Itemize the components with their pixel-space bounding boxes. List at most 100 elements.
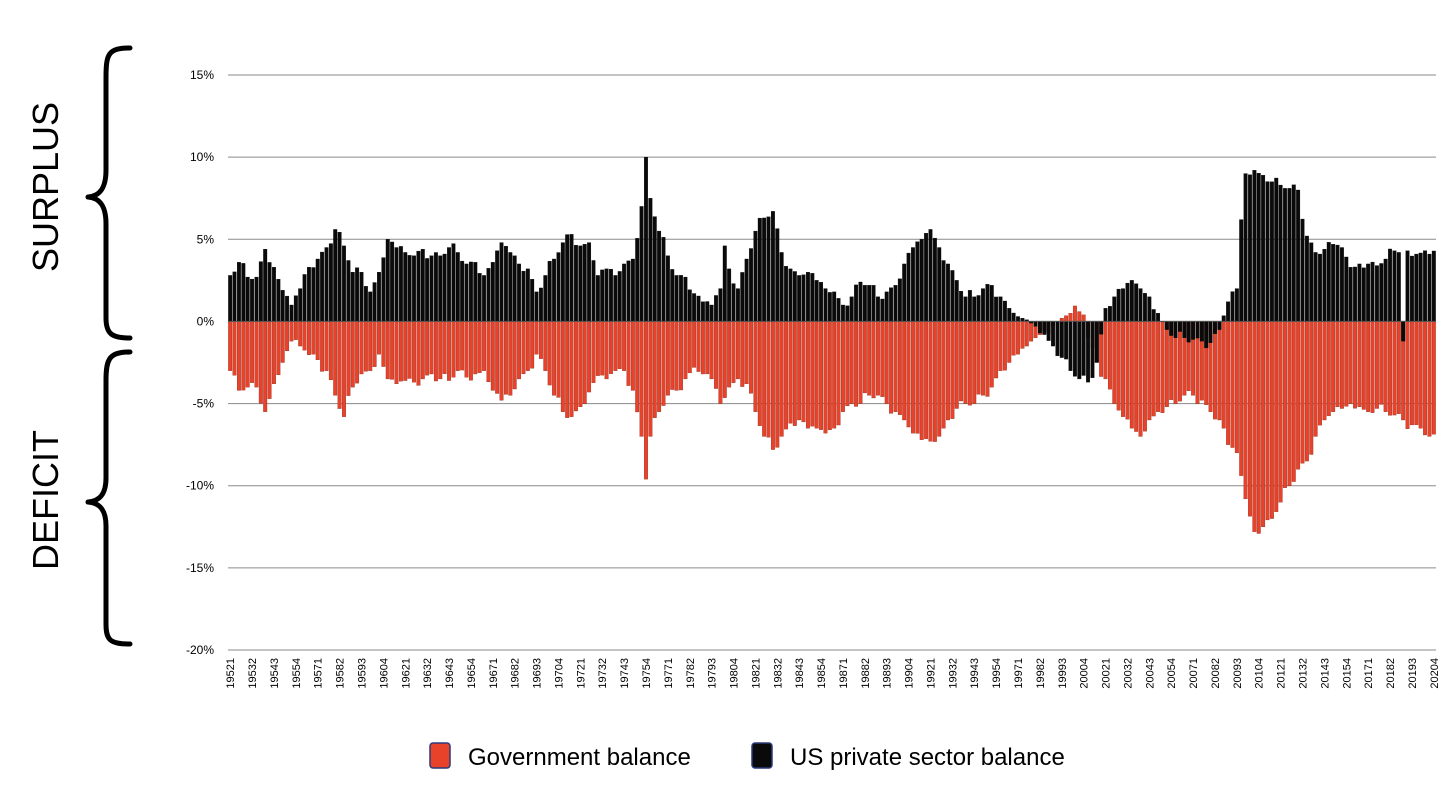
government-balance-bar: [674, 321, 679, 391]
private-balance-bar: [1116, 288, 1121, 322]
government-balance-bar: [779, 321, 784, 437]
government-balance-bar: [276, 321, 281, 376]
private-balance-bar: [425, 258, 430, 322]
government-balance-bar: [530, 321, 535, 369]
private-balance-bar: [539, 287, 543, 322]
government-balance-bar: [757, 321, 762, 426]
government-balance-bar: [438, 321, 443, 380]
government-balance-bar: [337, 321, 342, 409]
private-balance-bar: [1125, 282, 1130, 322]
private-balance-bar: [766, 216, 771, 322]
government-balance-bar: [1405, 321, 1410, 429]
x-tick-label: 19571: [313, 658, 325, 689]
government-balance-bar: [254, 321, 259, 388]
government-balance-bar: [1029, 321, 1034, 342]
x-tick-label: 19554: [291, 658, 303, 689]
government-balance-bar: [692, 321, 697, 368]
government-balance-bar: [477, 321, 482, 373]
private-balance-bar: [919, 239, 924, 322]
government-balance-bar: [1374, 321, 1379, 409]
government-balance-bar: [468, 321, 473, 381]
private-balance-bar: [994, 296, 999, 322]
private-balance-bar: [718, 288, 723, 322]
private-balance-bar: [503, 246, 508, 322]
private-balance-bar: [1388, 248, 1392, 322]
government-balance-bar: [858, 321, 863, 404]
private-balance-bar: [521, 270, 526, 322]
y-tick-label: -15%: [186, 561, 214, 575]
private-balance-bar: [412, 255, 416, 322]
government-balance-bar: [1116, 321, 1121, 411]
government-balance-bar: [552, 321, 557, 396]
private-balance-bar: [1256, 173, 1261, 322]
private-balance-bar: [1090, 321, 1095, 378]
private-balance-bar: [1007, 308, 1012, 322]
x-tick-label: 20021: [1101, 658, 1113, 689]
x-tick-label: 19682: [510, 658, 522, 689]
government-balance-bar: [377, 321, 381, 355]
private-balance-bar: [1112, 296, 1117, 322]
government-balance-bar: [1269, 321, 1274, 519]
private-balance-bar: [381, 257, 386, 322]
private-balance-bar: [832, 291, 837, 322]
private-balance-bar: [451, 243, 456, 322]
government-balance-bar: [1353, 321, 1357, 409]
deficit-label: DEFICIT: [25, 430, 66, 570]
government-balance-bar: [679, 321, 683, 391]
private-balance-bar: [1300, 218, 1305, 322]
private-balance-bar: [311, 267, 316, 322]
government-balance-bar: [604, 321, 609, 380]
private-balance-bar: [1248, 174, 1252, 322]
x-tick-label: 20154: [1341, 658, 1353, 689]
private-balance-bar: [1011, 312, 1016, 322]
private-balance-bar: [302, 274, 307, 322]
private-balance-bar: [263, 248, 268, 322]
x-tick-label: 19921: [926, 658, 938, 689]
private-balance-bar: [906, 252, 911, 322]
private-balance-bar: [1401, 321, 1406, 342]
private-balance-bar: [1326, 242, 1331, 322]
private-balance-bar: [644, 156, 648, 322]
private-balance-bar: [797, 275, 802, 322]
private-balance-bar: [845, 305, 850, 322]
private-balance-bar: [1094, 321, 1099, 363]
private-balance-bar: [792, 271, 797, 322]
private-balance-bar: [429, 255, 434, 322]
private-balance-bar: [477, 273, 482, 322]
private-balance-bar: [324, 247, 329, 322]
government-balance-bar: [578, 321, 583, 408]
government-balance-bar: [547, 321, 552, 386]
government-balance-bar: [797, 321, 802, 421]
private-balance-bar: [1226, 301, 1231, 322]
private-balance-bar: [512, 255, 517, 322]
private-balance-bar: [1353, 266, 1357, 322]
government-balance-bar: [762, 321, 767, 437]
x-tick-label: 19932: [947, 658, 959, 689]
government-balance-bar: [609, 321, 613, 374]
government-balance-bar: [416, 321, 421, 386]
private-balance-bar: [735, 288, 740, 322]
private-balance-bar: [862, 285, 867, 322]
government-balance-bar: [1239, 321, 1244, 476]
private-balance-bar: [1383, 258, 1388, 322]
x-tick-label: 19871: [838, 658, 850, 689]
government-balance-bar: [372, 321, 377, 367]
private-balance-bar: [307, 267, 311, 322]
government-balance-bar: [836, 321, 841, 426]
private-balance-bar: [858, 281, 863, 322]
private-balance-bar: [1322, 248, 1327, 322]
government-balance-bar: [1134, 321, 1139, 432]
government-balance-bar: [1396, 321, 1401, 414]
private-balance-bar: [1221, 315, 1226, 322]
private-balance-bar: [433, 252, 438, 322]
government-balance-bar: [587, 321, 592, 393]
private-balance-bar: [1405, 250, 1410, 322]
private-balance-bar: [482, 275, 486, 322]
private-balance-bar: [508, 252, 513, 322]
government-balance-bar: [946, 321, 950, 421]
government-balance-bar: [1278, 321, 1283, 503]
private-balance-bar: [1191, 321, 1196, 340]
government-balance-bar: [258, 321, 263, 404]
private-balance-bar: [1103, 308, 1108, 322]
government-balance-bar: [346, 321, 351, 396]
